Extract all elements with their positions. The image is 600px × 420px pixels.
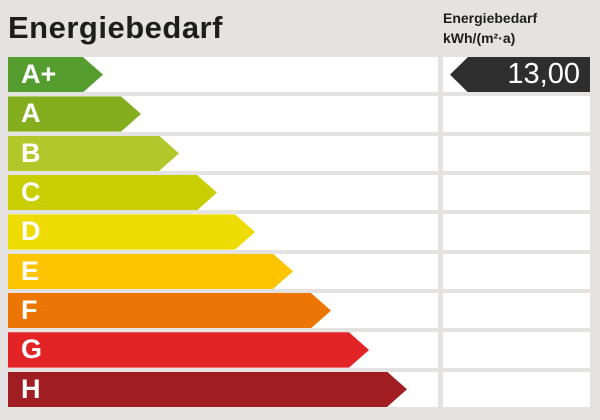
row-track: B bbox=[8, 135, 438, 171]
class-label: C bbox=[21, 177, 41, 208]
class-label: B bbox=[21, 137, 41, 168]
scale-row: H bbox=[8, 371, 590, 407]
row-track: C bbox=[8, 174, 438, 211]
unit-header-line1: Energiebedarf bbox=[443, 10, 538, 26]
scale-row: A bbox=[8, 96, 590, 132]
class-label: D bbox=[21, 216, 41, 247]
class-label: H bbox=[21, 373, 41, 404]
class-label: A bbox=[21, 98, 41, 129]
class-label: A+ bbox=[21, 59, 57, 90]
unit-header: Energiebedarf kWh/(m²·a) bbox=[443, 8, 537, 48]
class-bar: F bbox=[8, 293, 331, 328]
value-cell bbox=[443, 174, 590, 211]
scale-row: C bbox=[8, 174, 590, 211]
value-cell bbox=[443, 135, 590, 171]
value-badge: 13,00 bbox=[450, 57, 590, 93]
value-cell bbox=[443, 332, 590, 368]
row-track: E bbox=[8, 253, 438, 289]
class-bar: H bbox=[8, 372, 407, 407]
row-track: H bbox=[8, 371, 438, 407]
row-track: A+ bbox=[8, 57, 438, 93]
class-bar: E bbox=[8, 254, 293, 289]
class-bar: D bbox=[8, 214, 255, 249]
value-cell bbox=[443, 253, 590, 289]
class-bar: C bbox=[8, 175, 217, 210]
value-text: 13,00 bbox=[507, 58, 580, 91]
class-bar: B bbox=[8, 136, 179, 171]
class-label: E bbox=[21, 255, 40, 286]
value-cell: 13,00 bbox=[443, 57, 590, 93]
scale-rows: A+ 13,00 A B C bbox=[8, 57, 590, 407]
row-track: D bbox=[8, 214, 438, 250]
row-track: G bbox=[8, 332, 438, 368]
value-cell bbox=[443, 292, 590, 329]
scale-row: E bbox=[8, 253, 590, 289]
scale-row: G bbox=[8, 332, 590, 368]
class-label: F bbox=[21, 295, 38, 326]
class-bar: A+ bbox=[8, 57, 103, 92]
unit-header-line2: kWh/(m²·a) bbox=[443, 30, 516, 46]
page-title: Energiebedarf bbox=[8, 10, 223, 45]
row-track: A bbox=[8, 96, 438, 132]
value-cell bbox=[443, 214, 590, 250]
scale-row: A+ 13,00 bbox=[8, 57, 590, 93]
row-track: F bbox=[8, 292, 438, 329]
value-cell bbox=[443, 96, 590, 132]
scale-row: B bbox=[8, 135, 590, 171]
class-bar: A bbox=[8, 96, 141, 131]
scale-row: F bbox=[8, 292, 590, 329]
scale-row: D bbox=[8, 214, 590, 250]
class-bar: G bbox=[8, 332, 369, 367]
class-label: G bbox=[21, 334, 43, 365]
value-cell bbox=[443, 371, 590, 407]
